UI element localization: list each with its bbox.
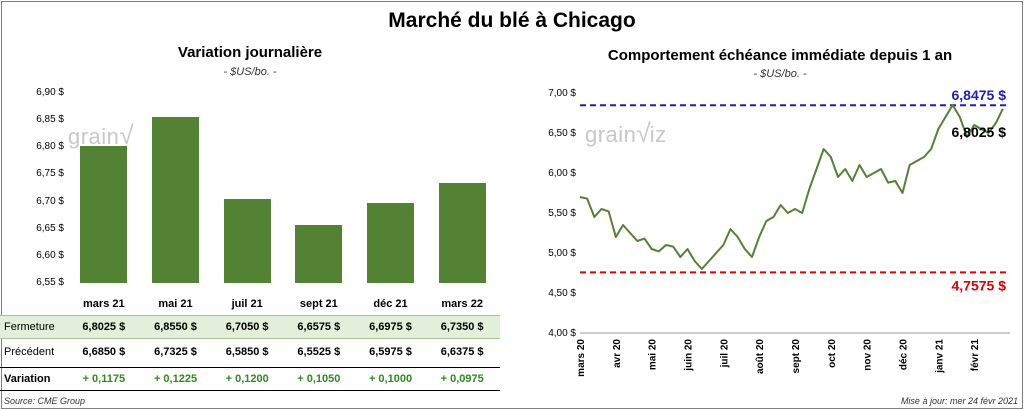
right-y-tick: 6,50 $ [548, 128, 576, 139]
right-chart-title: Comportement échéance immédiate depuis 1… [607, 47, 953, 64]
table-cell: + 0,1200 [225, 373, 269, 385]
table-cell: + 0,0975 [440, 373, 484, 385]
x-category-label: mars 21 [83, 298, 125, 310]
table-row-label: Variation [4, 373, 51, 385]
right-x-tick: juil 20 [719, 339, 730, 369]
table-cell: + 0,1000 [368, 373, 413, 385]
bar-3 [295, 224, 343, 283]
left-y-tick: 6,75 $ [36, 168, 64, 180]
high-reference-label: 6,8475 $ [952, 87, 1007, 103]
x-category-label: déc 21 [373, 298, 408, 310]
page-title: Marché du blé à Chicago [388, 9, 636, 32]
right-x-tick: janv 21 [934, 339, 945, 374]
left-y-tick: 6,60 $ [36, 249, 64, 261]
right-y-tick: 4,50 $ [548, 288, 576, 299]
left-y-tick: 6,65 $ [36, 222, 64, 234]
table-row: Fermeture 6,8025 $ 6,8550 $ 6,7050 $ 6,6575 … [0, 315, 500, 339]
x-category-label: mai 21 [158, 298, 193, 310]
left-y-tick: 6,70 $ [36, 195, 64, 207]
left-y-tick: 6,80 $ [36, 141, 64, 153]
table-cell: 6,7325 $ [154, 346, 197, 358]
low-reference-label: 4,7575 $ [952, 277, 1007, 293]
table-cell: 6,6575 $ [297, 321, 341, 333]
right-x-tick: mai 20 [648, 339, 659, 371]
right-x-tick: sept 20 [791, 339, 802, 374]
table-row-label: Précédent [4, 346, 55, 358]
right-x-tick: mars 20 [576, 339, 587, 377]
table-row: Variation + 0,1175 + 0,1225 + 0,1200 + 0,105… [0, 367, 500, 391]
table-cell: 6,5850 $ [225, 346, 269, 358]
right-x-tick: déc 20 [899, 339, 910, 371]
table-row: Précédent 6,6850 $ 6,7325 $ 6,5850 $ 6,5525 … [0, 341, 500, 363]
price-line [579, 104, 1004, 270]
table-cell: 6,8550 $ [154, 321, 197, 333]
table-cell: + 0,1050 [297, 373, 341, 385]
table-cell: 6,7350 $ [440, 321, 484, 333]
right-y-tick: 6,00 $ [548, 168, 576, 179]
x-category-label: mars 22 [441, 298, 483, 310]
right-x-tick: févr 21 [970, 339, 981, 372]
right-x-tick: nov 20 [863, 339, 874, 371]
right-y-tick: 5,00 $ [548, 248, 576, 259]
bar-5 [438, 182, 486, 283]
bar-1 [151, 117, 200, 283]
update-note: Mise à jour: mer 24 févr 2021 [900, 396, 1018, 406]
right-x-tick: juin 20 [684, 339, 695, 372]
table-row-label: Fermeture [4, 321, 55, 333]
table-cell: + 0,1225 [153, 373, 198, 385]
bar-4 [366, 202, 415, 283]
right-y-tick: 4,00 $ [548, 328, 576, 339]
bar-0 [80, 145, 128, 283]
right-y-tick: 5,50 $ [548, 208, 576, 219]
left-chart-unit: - $US/bo. - [223, 66, 277, 78]
right-watermark-logo: grain√iz [585, 118, 667, 148]
right-x-tick: oct 20 [827, 339, 838, 368]
table-cell: 6,5525 $ [297, 346, 341, 358]
table-cell: 6,6850 $ [82, 346, 126, 358]
right-x-tick: août 20 [755, 339, 766, 374]
x-category-label: sept 21 [299, 298, 338, 310]
x-category-label: juil 21 [231, 298, 263, 310]
table-cell: + 0,1175 [82, 373, 126, 385]
left-chart-title: Variation journalière [177, 44, 323, 61]
table-cell: 6,7050 $ [225, 321, 269, 333]
left-y-tick: 6,90 $ [36, 87, 64, 98]
last-price-label: 6,8025 $ [952, 124, 1007, 140]
left-y-tick: 6,85 $ [36, 114, 64, 126]
table-cell: 6,8025 $ [82, 321, 126, 333]
table-cell: 6,5975 $ [369, 346, 412, 358]
right-chart-unit: - $US/bo. - [753, 68, 807, 80]
table-cell: 6,6975 $ [369, 321, 412, 333]
bar-2 [223, 198, 271, 283]
source-note: Source: CME Group [4, 396, 86, 406]
right-y-tick: 7,00 $ [548, 88, 576, 99]
right-x-tick: avr 20 [612, 339, 623, 368]
left-y-tick: 6,55 $ [36, 277, 64, 288]
left-watermark-logo: grain√ [68, 120, 135, 150]
table-cell: 6,6375 $ [440, 346, 484, 358]
